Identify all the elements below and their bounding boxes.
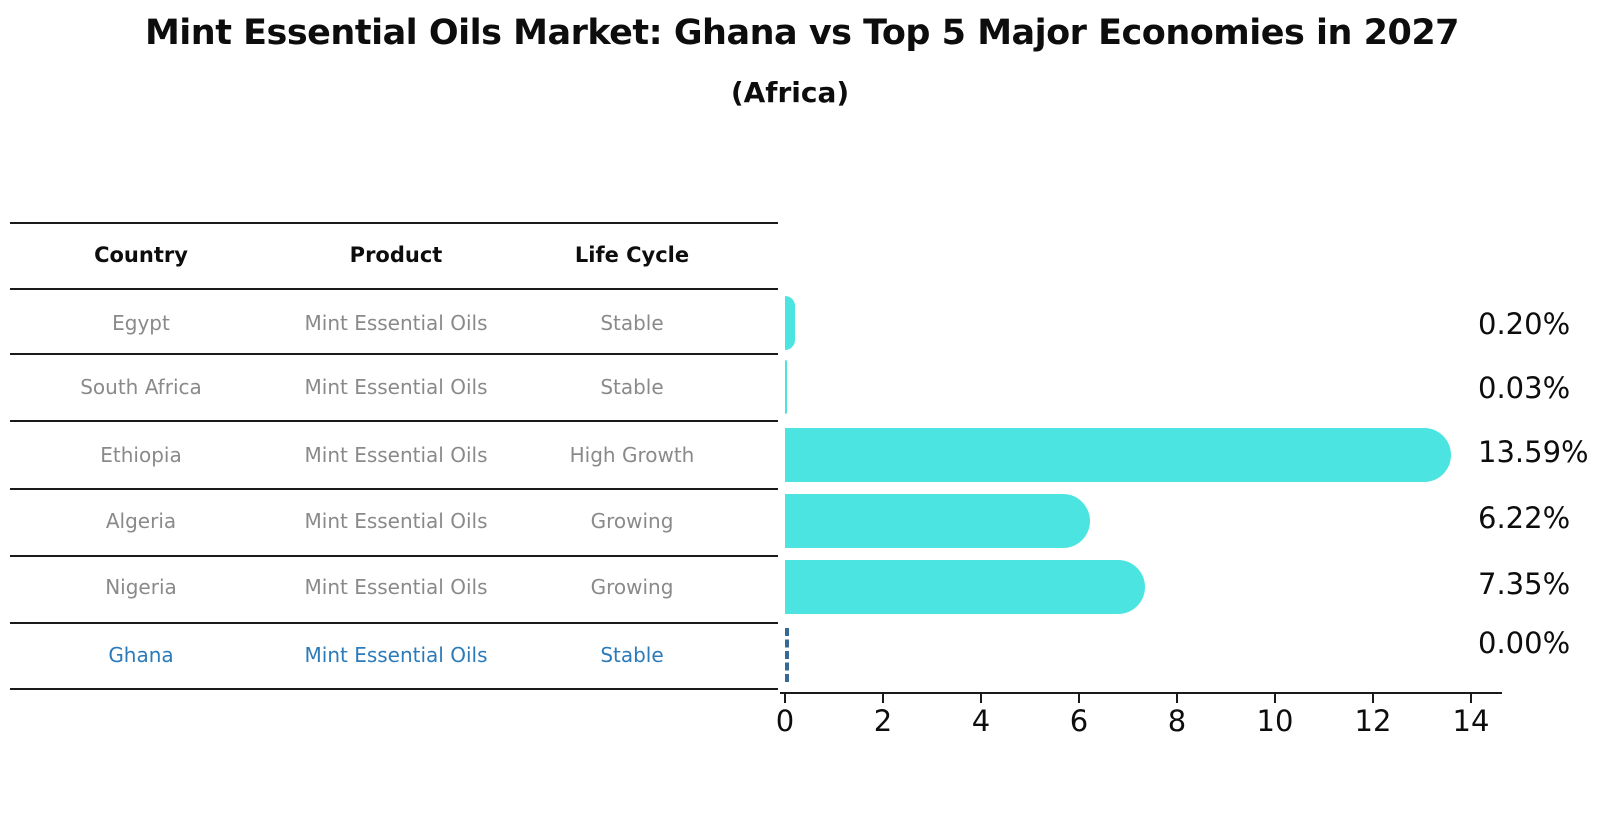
- life-cycle-cell: Growing: [590, 575, 674, 599]
- table-divider: [10, 488, 778, 490]
- country-cell: Nigeria: [105, 575, 177, 599]
- x-axis-tick: [1274, 694, 1276, 703]
- bar-south-africa: [785, 360, 787, 414]
- life-cycle-cell: Stable: [600, 311, 664, 335]
- value-label-nigeria: 7.35%: [1478, 567, 1571, 601]
- product-cell: Mint Essential Oils: [304, 575, 488, 599]
- table-divider: [10, 688, 778, 690]
- x-axis-tick-label: 10: [1256, 704, 1294, 738]
- x-axis-tick: [1176, 694, 1178, 703]
- product-cell: Mint Essential Oils: [304, 509, 488, 533]
- value-label-ethiopia: 13.59%: [1478, 435, 1589, 469]
- x-axis-tick-label: 12: [1354, 704, 1392, 738]
- x-axis-tick-label: 14: [1452, 704, 1490, 738]
- bar-algeria: [785, 494, 1090, 548]
- value-label-algeria: 6.22%: [1478, 501, 1571, 535]
- x-axis-tick-label: 6: [1069, 704, 1089, 738]
- table-divider: [10, 288, 778, 290]
- x-axis-spine: [780, 692, 1502, 694]
- country-cell: Algeria: [105, 509, 177, 533]
- country-cell: Ghana: [108, 643, 174, 667]
- x-axis-tick: [882, 694, 884, 703]
- product-cell: Mint Essential Oils: [304, 311, 488, 335]
- x-axis-tick-label: 0: [775, 704, 795, 738]
- product-cell: Mint Essential Oils: [304, 375, 488, 399]
- bar-nigeria: [785, 560, 1146, 614]
- country-cell: South Africa: [80, 375, 202, 399]
- life-cycle-cell: Stable: [600, 643, 664, 667]
- table-divider: [10, 622, 778, 624]
- table-divider: [10, 555, 778, 557]
- x-axis-tick-label: 2: [873, 704, 893, 738]
- x-axis-tick-label: 8: [1167, 704, 1187, 738]
- life-cycle-cell: Stable: [600, 375, 664, 399]
- x-axis-tick: [1470, 694, 1472, 703]
- column-header-country: Country: [94, 243, 188, 267]
- x-axis-tick: [1372, 694, 1374, 703]
- product-cell: Mint Essential Oils: [304, 443, 488, 467]
- x-axis-tick: [1078, 694, 1080, 703]
- value-label-south-africa: 0.03%: [1478, 371, 1571, 405]
- table-divider: [10, 353, 778, 355]
- value-label-ghana: 0.00%: [1478, 626, 1571, 660]
- value-label-egypt: 0.20%: [1478, 307, 1571, 341]
- x-axis-tick: [784, 694, 786, 703]
- table-divider: [10, 420, 778, 422]
- life-cycle-cell: High Growth: [569, 443, 695, 467]
- column-header-life-cycle: Life Cycle: [574, 243, 690, 267]
- x-axis-tick-label: 4: [971, 704, 991, 738]
- column-header-product: Product: [349, 243, 443, 267]
- ghana-zero-marker: [785, 628, 789, 682]
- page-subtitle: (Africa): [730, 76, 850, 109]
- life-cycle-cell: Growing: [590, 509, 674, 533]
- page-title: Mint Essential Oils Market: Ghana vs Top…: [144, 13, 1460, 53]
- x-axis-tick: [980, 694, 982, 703]
- product-cell: Mint Essential Oils: [304, 643, 488, 667]
- country-cell: Egypt: [112, 311, 170, 335]
- table-divider: [10, 222, 778, 224]
- bar-ethiopia: [785, 428, 1451, 482]
- country-cell: Ethiopia: [100, 443, 182, 467]
- bar-egypt: [785, 296, 795, 350]
